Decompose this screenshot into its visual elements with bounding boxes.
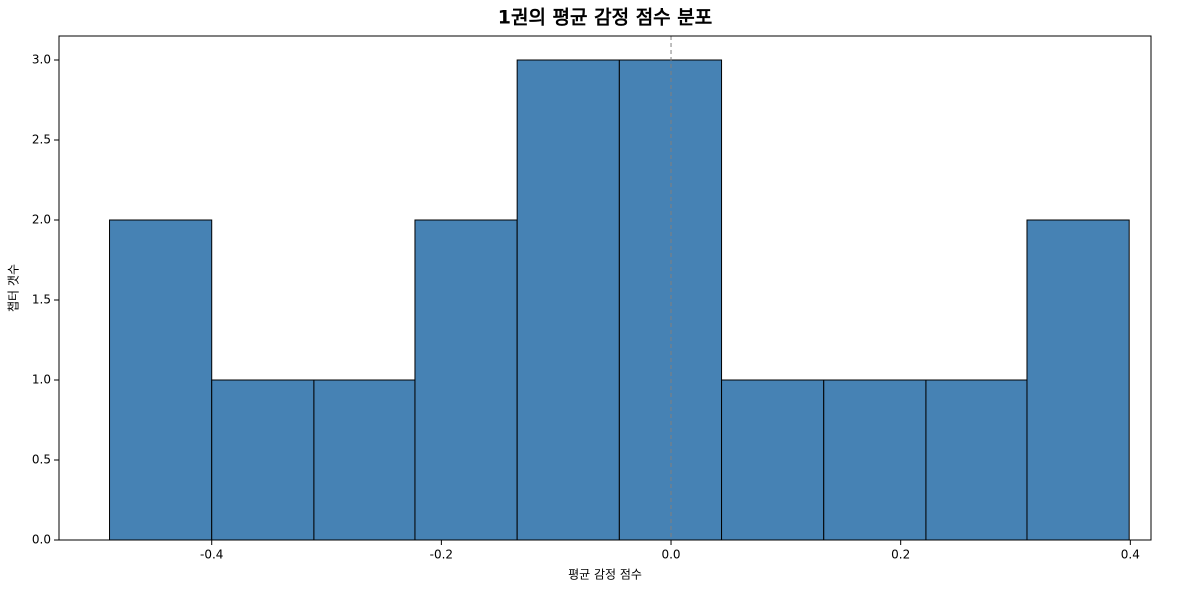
bar [109,219,213,541]
bar [618,59,723,541]
x-tick-label: 0.2 [891,548,910,562]
bar [313,379,416,541]
plot-frame [58,35,1152,541]
x-tick-label: 0.0 [661,548,680,562]
y-tick-label: 0.5 [32,453,51,467]
x-tick-label: -0.2 [430,548,453,562]
y-tick-label: 1.0 [32,373,51,387]
bar [823,379,927,541]
bar [414,219,518,541]
bar [211,379,315,541]
y-axis-label: 챕터 갯수 [6,264,21,312]
x-tick-label: -0.4 [200,548,223,562]
bar [925,379,1028,541]
bar [721,379,825,541]
x-tick-label: 0.4 [1121,548,1140,562]
chart-title: 1권의 평균 감정 점수 분포 [498,7,712,29]
x-axis-label: 평균 감정 점수 [568,568,642,582]
y-tick-label: 3.0 [32,53,51,67]
y-tick-label: 1.5 [32,293,51,307]
y-tick-label: 0.0 [32,533,51,547]
bar [516,59,620,541]
y-tick-label: 2.0 [32,213,51,227]
bar [1026,219,1130,541]
y-tick-label: 2.5 [32,133,51,147]
